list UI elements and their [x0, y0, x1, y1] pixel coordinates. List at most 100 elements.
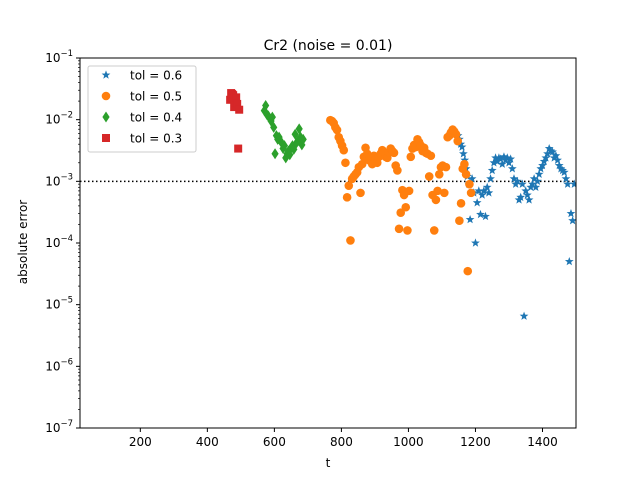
data-point — [494, 153, 504, 162]
data-point — [466, 188, 476, 198]
y-tick-label: 10−3 — [45, 172, 73, 188]
data-point — [356, 188, 365, 198]
data-point — [282, 152, 290, 164]
data-point — [394, 224, 404, 234]
series-2 — [326, 115, 476, 276]
data-point — [457, 142, 467, 151]
x-tick-label: 1200 — [460, 435, 491, 449]
data-point — [426, 151, 436, 161]
data-point — [481, 211, 490, 221]
y-tick-label: 10−7 — [45, 419, 73, 435]
data-point — [299, 133, 307, 145]
data-point — [235, 105, 244, 114]
data-point — [471, 238, 480, 247]
data-point — [260, 105, 268, 117]
data-point — [486, 174, 495, 183]
series-3 — [260, 99, 307, 164]
data-point — [556, 164, 566, 173]
data-point — [512, 176, 522, 186]
y-tick-label: 10−1 — [45, 49, 73, 65]
data-point — [472, 198, 482, 207]
data-point — [506, 154, 516, 163]
data-point — [332, 125, 342, 135]
data-point — [280, 140, 289, 152]
legend-box — [87, 65, 197, 153]
legend-label: tol = 0.6 — [130, 69, 182, 83]
data-point — [389, 148, 399, 158]
legend: tol = 0.6 tol = 0.5 tol = 0.4 tol = 0.3 — [87, 65, 197, 153]
legend-label: tol = 0.5 — [130, 90, 182, 104]
legend-marker — [101, 91, 111, 101]
data-point — [568, 216, 576, 225]
data-point — [357, 159, 367, 169]
data-point — [460, 155, 470, 164]
data-point — [272, 130, 280, 142]
data-point — [284, 145, 293, 157]
data-point — [477, 190, 487, 199]
data-point — [439, 188, 449, 198]
data-point — [451, 129, 461, 139]
legend-marker — [102, 111, 110, 123]
data-point — [467, 174, 477, 183]
x-tick-label: 1400 — [527, 435, 558, 449]
data-point — [538, 160, 547, 170]
data-point — [344, 181, 354, 190]
data-point — [531, 182, 541, 192]
data-point — [561, 174, 571, 183]
data-point — [465, 179, 474, 189]
data-point — [270, 121, 278, 133]
data-point — [431, 195, 441, 205]
data-point — [461, 170, 471, 179]
data-point — [271, 148, 279, 160]
data-point — [465, 214, 475, 224]
data-point — [393, 166, 402, 175]
data-point — [404, 186, 414, 196]
data-point — [524, 195, 534, 204]
data-point — [523, 190, 532, 199]
legend-marker — [101, 70, 111, 79]
legend-label: tol = 0.3 — [130, 132, 182, 146]
data-point — [502, 153, 512, 162]
data-point — [295, 123, 303, 135]
x-tick-label: 200 — [129, 435, 152, 449]
data-point — [459, 149, 468, 158]
data-point — [558, 165, 567, 175]
data-points — [226, 89, 576, 320]
data-point — [544, 143, 554, 153]
data-point — [441, 162, 451, 172]
y-tick-label: 10−5 — [45, 296, 73, 312]
data-point — [529, 174, 539, 183]
data-point — [232, 93, 241, 102]
plot-area — [79, 57, 577, 429]
data-point — [424, 172, 434, 181]
data-point — [518, 179, 527, 188]
data-point — [553, 155, 562, 164]
data-point — [519, 311, 529, 320]
data-point — [456, 199, 466, 208]
x-tick-label: 1000 — [393, 435, 424, 449]
data-point — [509, 174, 519, 183]
data-point — [479, 186, 489, 195]
data-point — [497, 159, 507, 168]
data-point — [286, 149, 294, 161]
y-tick-label: 10−6 — [45, 357, 73, 373]
data-point — [288, 140, 297, 152]
data-point — [342, 193, 352, 202]
data-point — [533, 176, 542, 186]
legend-marker — [102, 134, 110, 142]
data-point — [268, 111, 276, 123]
data-point — [476, 209, 485, 219]
data-point — [487, 165, 497, 175]
data-point — [433, 186, 442, 196]
legend-label: tol = 0.4 — [130, 111, 182, 125]
data-point — [563, 179, 572, 188]
data-point — [484, 188, 494, 197]
data-point — [460, 159, 469, 169]
series-1 — [453, 131, 576, 320]
data-point — [521, 186, 531, 195]
data-point — [406, 152, 416, 162]
data-point — [534, 169, 544, 179]
x-tick-label: 600 — [263, 435, 286, 449]
data-point — [551, 151, 561, 160]
